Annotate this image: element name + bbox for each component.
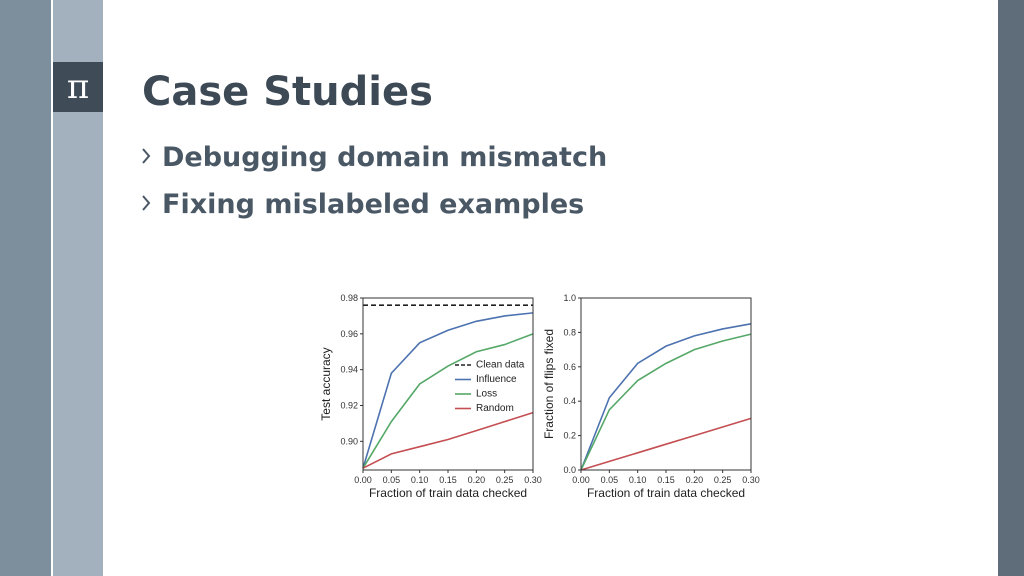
y-tick-label: 0.2	[563, 431, 576, 441]
x-tick-label: 0.20	[468, 475, 486, 485]
x-tick-label: 0.25	[714, 475, 732, 485]
y-tick-label: 0.90	[340, 436, 358, 446]
title: Case Studies	[142, 69, 433, 115]
x-tick-label: 0.15	[439, 475, 457, 485]
series-line	[362, 333, 534, 469]
x-tick-label: 0.10	[629, 475, 647, 485]
legend-label: Loss	[476, 389, 497, 400]
x-tick-label: 0.05	[383, 475, 401, 485]
plot-frame	[580, 297, 752, 471]
series-line	[362, 312, 534, 469]
series-line	[580, 333, 752, 471]
legend-label: Influence	[476, 374, 517, 385]
legend-label: Random	[476, 403, 514, 414]
series-line	[362, 411, 534, 469]
x-tick-label: 0.10	[411, 475, 429, 485]
bullet: Fixing mislabeled examples	[162, 189, 584, 220]
x-axis-label: Fraction of train data checked	[369, 486, 527, 500]
logo: π	[67, 67, 89, 107]
y-tick-label: 0.4	[563, 396, 576, 406]
x-tick-label: 0.15	[657, 475, 675, 485]
series-line	[580, 323, 752, 471]
y-tick-label: 0.6	[563, 362, 576, 372]
y-tick-label: 0.92	[340, 401, 358, 411]
y-tick-label: 1.0	[563, 293, 576, 303]
y-tick-label: 0.0	[563, 465, 576, 475]
x-tick-label: 0.25	[496, 475, 514, 485]
sidebar-dark	[0, 0, 51, 576]
x-tick-label: 0.30	[742, 475, 760, 485]
y-tick-label: 0.94	[340, 365, 358, 375]
y-axis-label: Test accuracy	[319, 347, 333, 420]
x-tick-label: 0.00	[572, 475, 590, 485]
series-line	[580, 417, 752, 471]
x-tick-label: 0.05	[601, 475, 619, 485]
legend-label: Clean data	[476, 360, 525, 371]
bullet-marker	[142, 195, 151, 211]
logo-box	[53, 62, 103, 112]
x-tick-label: 0.30	[524, 475, 542, 485]
y-axis-label: Fraction of flips fixed	[542, 329, 556, 439]
plot-frame	[362, 297, 534, 471]
x-axis-label: Fraction of train data checked	[587, 486, 745, 500]
x-tick-label: 0.20	[686, 475, 704, 485]
y-tick-label: 0.8	[563, 327, 576, 337]
y-tick-label: 0.96	[340, 329, 358, 339]
x-tick-label: 0.00	[354, 475, 372, 485]
bullet-marker	[142, 148, 151, 164]
y-tick-label: 0.98	[340, 293, 358, 303]
bullet: Debugging domain mismatch	[162, 142, 607, 173]
right-strip	[998, 0, 1024, 576]
